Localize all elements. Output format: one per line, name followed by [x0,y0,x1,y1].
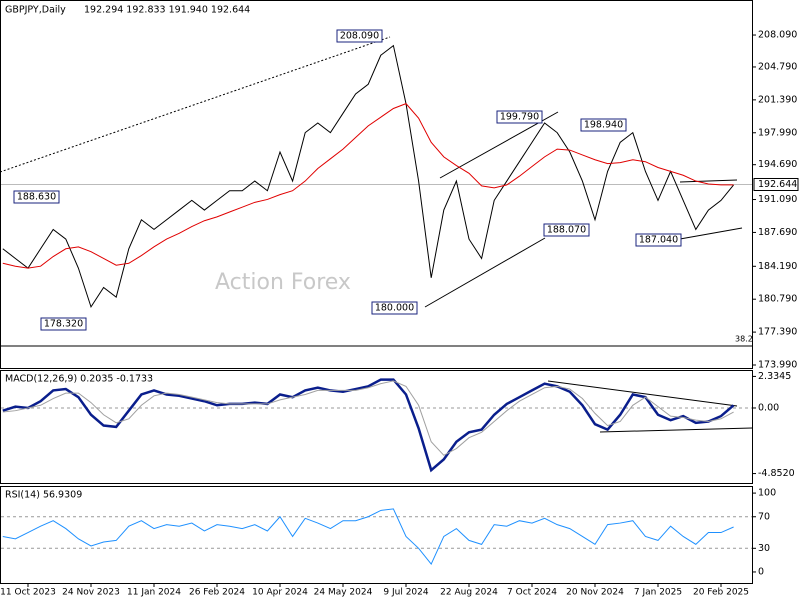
x-tick-label: 9 Jul 2024 [383,588,428,598]
series-line [2,508,734,566]
annotation-box [543,223,590,237]
rsi-title: RSI(14) 56.9309 [5,490,82,501]
annotation-label: 208.090 [340,31,379,42]
y-tick-label: 184.190 [758,261,797,272]
x-tick-label: 22 Aug 2024 [440,588,498,598]
annotation-label: 198.940 [584,120,623,131]
y-tick-label: 208.090 [758,30,797,41]
series-line [2,378,735,473]
x-tick-label: 20 Feb 2025 [693,588,749,598]
triangle-line [679,227,743,240]
watermark: Action Forex [215,270,351,295]
x-tick-label: 26 Feb 2024 [189,588,245,598]
macd-title: MACD(12,26,9) 0.2035 -0.1733 [5,374,153,385]
channel-line [424,237,546,308]
trend-line [0,36,391,173]
annotation-box [371,301,418,315]
y-tick-label: 180.790 [758,294,797,305]
chart-title: GBPJPY,Daily [5,5,66,16]
y-tick-label: 201.390 [758,94,797,105]
annotation-label: 180.000 [375,303,414,314]
x-tick-label: 11 Jan 2024 [127,588,181,598]
x-tick-label: 24 Nov 2023 [62,588,120,598]
y-tick-label: 191.090 [758,194,797,205]
macd-trend-line [547,380,738,407]
y-tick-label: 173.990 [758,360,797,371]
annotation-label: 187.040 [639,235,678,246]
x-tick-label: 7 Jan 2025 [634,588,682,598]
y-tick-label: 70 [758,511,770,522]
x-tick-label: 7 Oct 2024 [507,588,557,598]
x-tick-label: 20 Nov 2024 [566,588,624,598]
annotation-box [13,190,60,204]
rsi-panel [0,486,753,584]
macd-trend-line [599,427,753,433]
y-tick-label: 30 [758,543,770,554]
y-tick-label: 0 [758,566,764,577]
annotation-box [635,233,682,247]
current-price-label: 192.644 [758,179,797,190]
ohlc-values: 192.294 192.833 191.940 192.644 [84,5,250,16]
triangle-line [679,179,738,183]
y-tick-label: 194.690 [758,159,797,170]
fib-label: 38.2 [735,335,753,344]
y-tick-label: -4.8520 [758,468,795,479]
y-tick-label: 177.390 [758,327,797,338]
series-line [2,44,734,308]
annotation-box [336,29,383,43]
price-panel [0,0,753,369]
y-tick-label: 187.690 [758,227,797,238]
price-box [753,177,799,191]
x-tick-label: 11 Oct 2023 [0,588,56,598]
annotation-label: 188.070 [547,225,586,236]
y-tick-label: 197.990 [758,127,797,138]
annotation-box [580,118,627,132]
x-tick-label: 24 May 2024 [314,588,373,598]
annotation-box [40,317,87,331]
annotation-label: 199.790 [500,112,539,123]
annotation-box [496,110,543,124]
annotation-label: 178.320 [44,319,83,330]
annotation-label: 188.630 [17,192,56,203]
y-tick-label: 100 [758,488,776,499]
x-tick-label: 10 Apr 2024 [252,588,308,598]
y-tick-label: 204.790 [758,61,797,72]
y-tick-label: 2.3345 [758,371,791,382]
series-line [2,103,734,269]
y-tick-label: 0.00 [758,402,779,413]
series-line [2,380,734,456]
macd-panel [0,370,753,484]
